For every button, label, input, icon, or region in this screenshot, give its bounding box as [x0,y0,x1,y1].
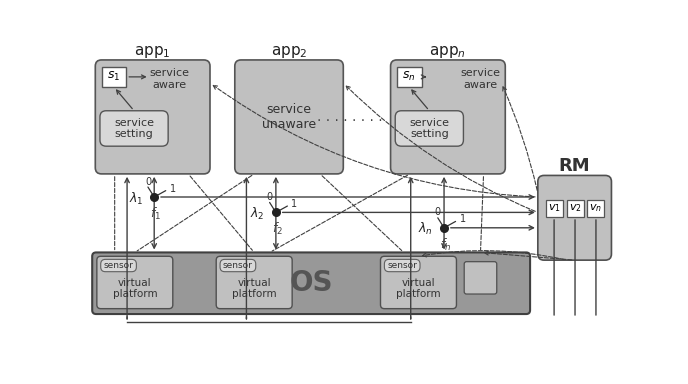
Text: $v_1$: $v_1$ [548,203,561,214]
FancyBboxPatch shape [216,256,292,309]
FancyBboxPatch shape [538,175,612,260]
Text: $f_1$: $f_1$ [150,206,161,222]
Text: sensor: sensor [387,261,417,270]
FancyBboxPatch shape [96,60,210,174]
Text: 0: 0 [267,192,272,202]
FancyBboxPatch shape [235,60,343,174]
Bar [102,67,127,87]
Text: RM: RM [559,157,590,175]
FancyBboxPatch shape [97,256,173,309]
Text: sensor: sensor [223,261,252,270]
Text: $f_2$: $f_2$ [272,221,283,237]
Text: service
aware: service aware [150,68,190,90]
Text: virtual
platform: virtual platform [232,278,277,300]
Text: service
unaware: service unaware [262,103,316,131]
Text: service
setting: service setting [409,118,449,139]
Text: $s_1$: $s_1$ [107,70,120,83]
Text: $v_2$: $v_2$ [569,203,581,214]
Text: $v_n$: $v_n$ [590,203,603,214]
Text: virtual
platform: virtual platform [396,278,441,300]
FancyBboxPatch shape [100,259,136,272]
FancyBboxPatch shape [385,259,420,272]
FancyBboxPatch shape [391,60,505,174]
Text: 1: 1 [170,184,176,194]
Text: service
setting: service setting [114,118,154,139]
Text: $f_n$: $f_n$ [440,237,451,253]
Bar [588,200,605,217]
Text: 1: 1 [292,199,297,209]
FancyBboxPatch shape [380,256,456,309]
FancyBboxPatch shape [464,262,497,294]
Text: OS: OS [290,269,333,297]
Text: $s_n$: $s_n$ [402,70,416,83]
FancyBboxPatch shape [220,259,256,272]
Text: app$_n$: app$_n$ [429,44,466,60]
Text: $\lambda_2$: $\lambda_2$ [250,206,265,222]
Text: 0: 0 [435,207,441,217]
FancyBboxPatch shape [100,111,168,146]
Bar [397,67,422,87]
FancyBboxPatch shape [92,252,530,314]
Bar [546,200,563,217]
FancyBboxPatch shape [395,111,464,146]
Text: 1: 1 [460,214,466,224]
Text: 0: 0 [145,177,151,187]
Text: virtual
platform: virtual platform [113,278,157,300]
Text: $\lambda_1$: $\lambda_1$ [129,190,143,207]
Text: service
aware: service aware [460,68,500,90]
Text: app$_1$: app$_1$ [134,44,171,60]
Text: app$_2$: app$_2$ [271,44,308,60]
Text: . . . . . . . .: . . . . . . . . [316,110,383,124]
Text: sensor: sensor [104,261,133,270]
Bar [566,200,583,217]
Text: $\lambda_n$: $\lambda_n$ [418,221,433,237]
